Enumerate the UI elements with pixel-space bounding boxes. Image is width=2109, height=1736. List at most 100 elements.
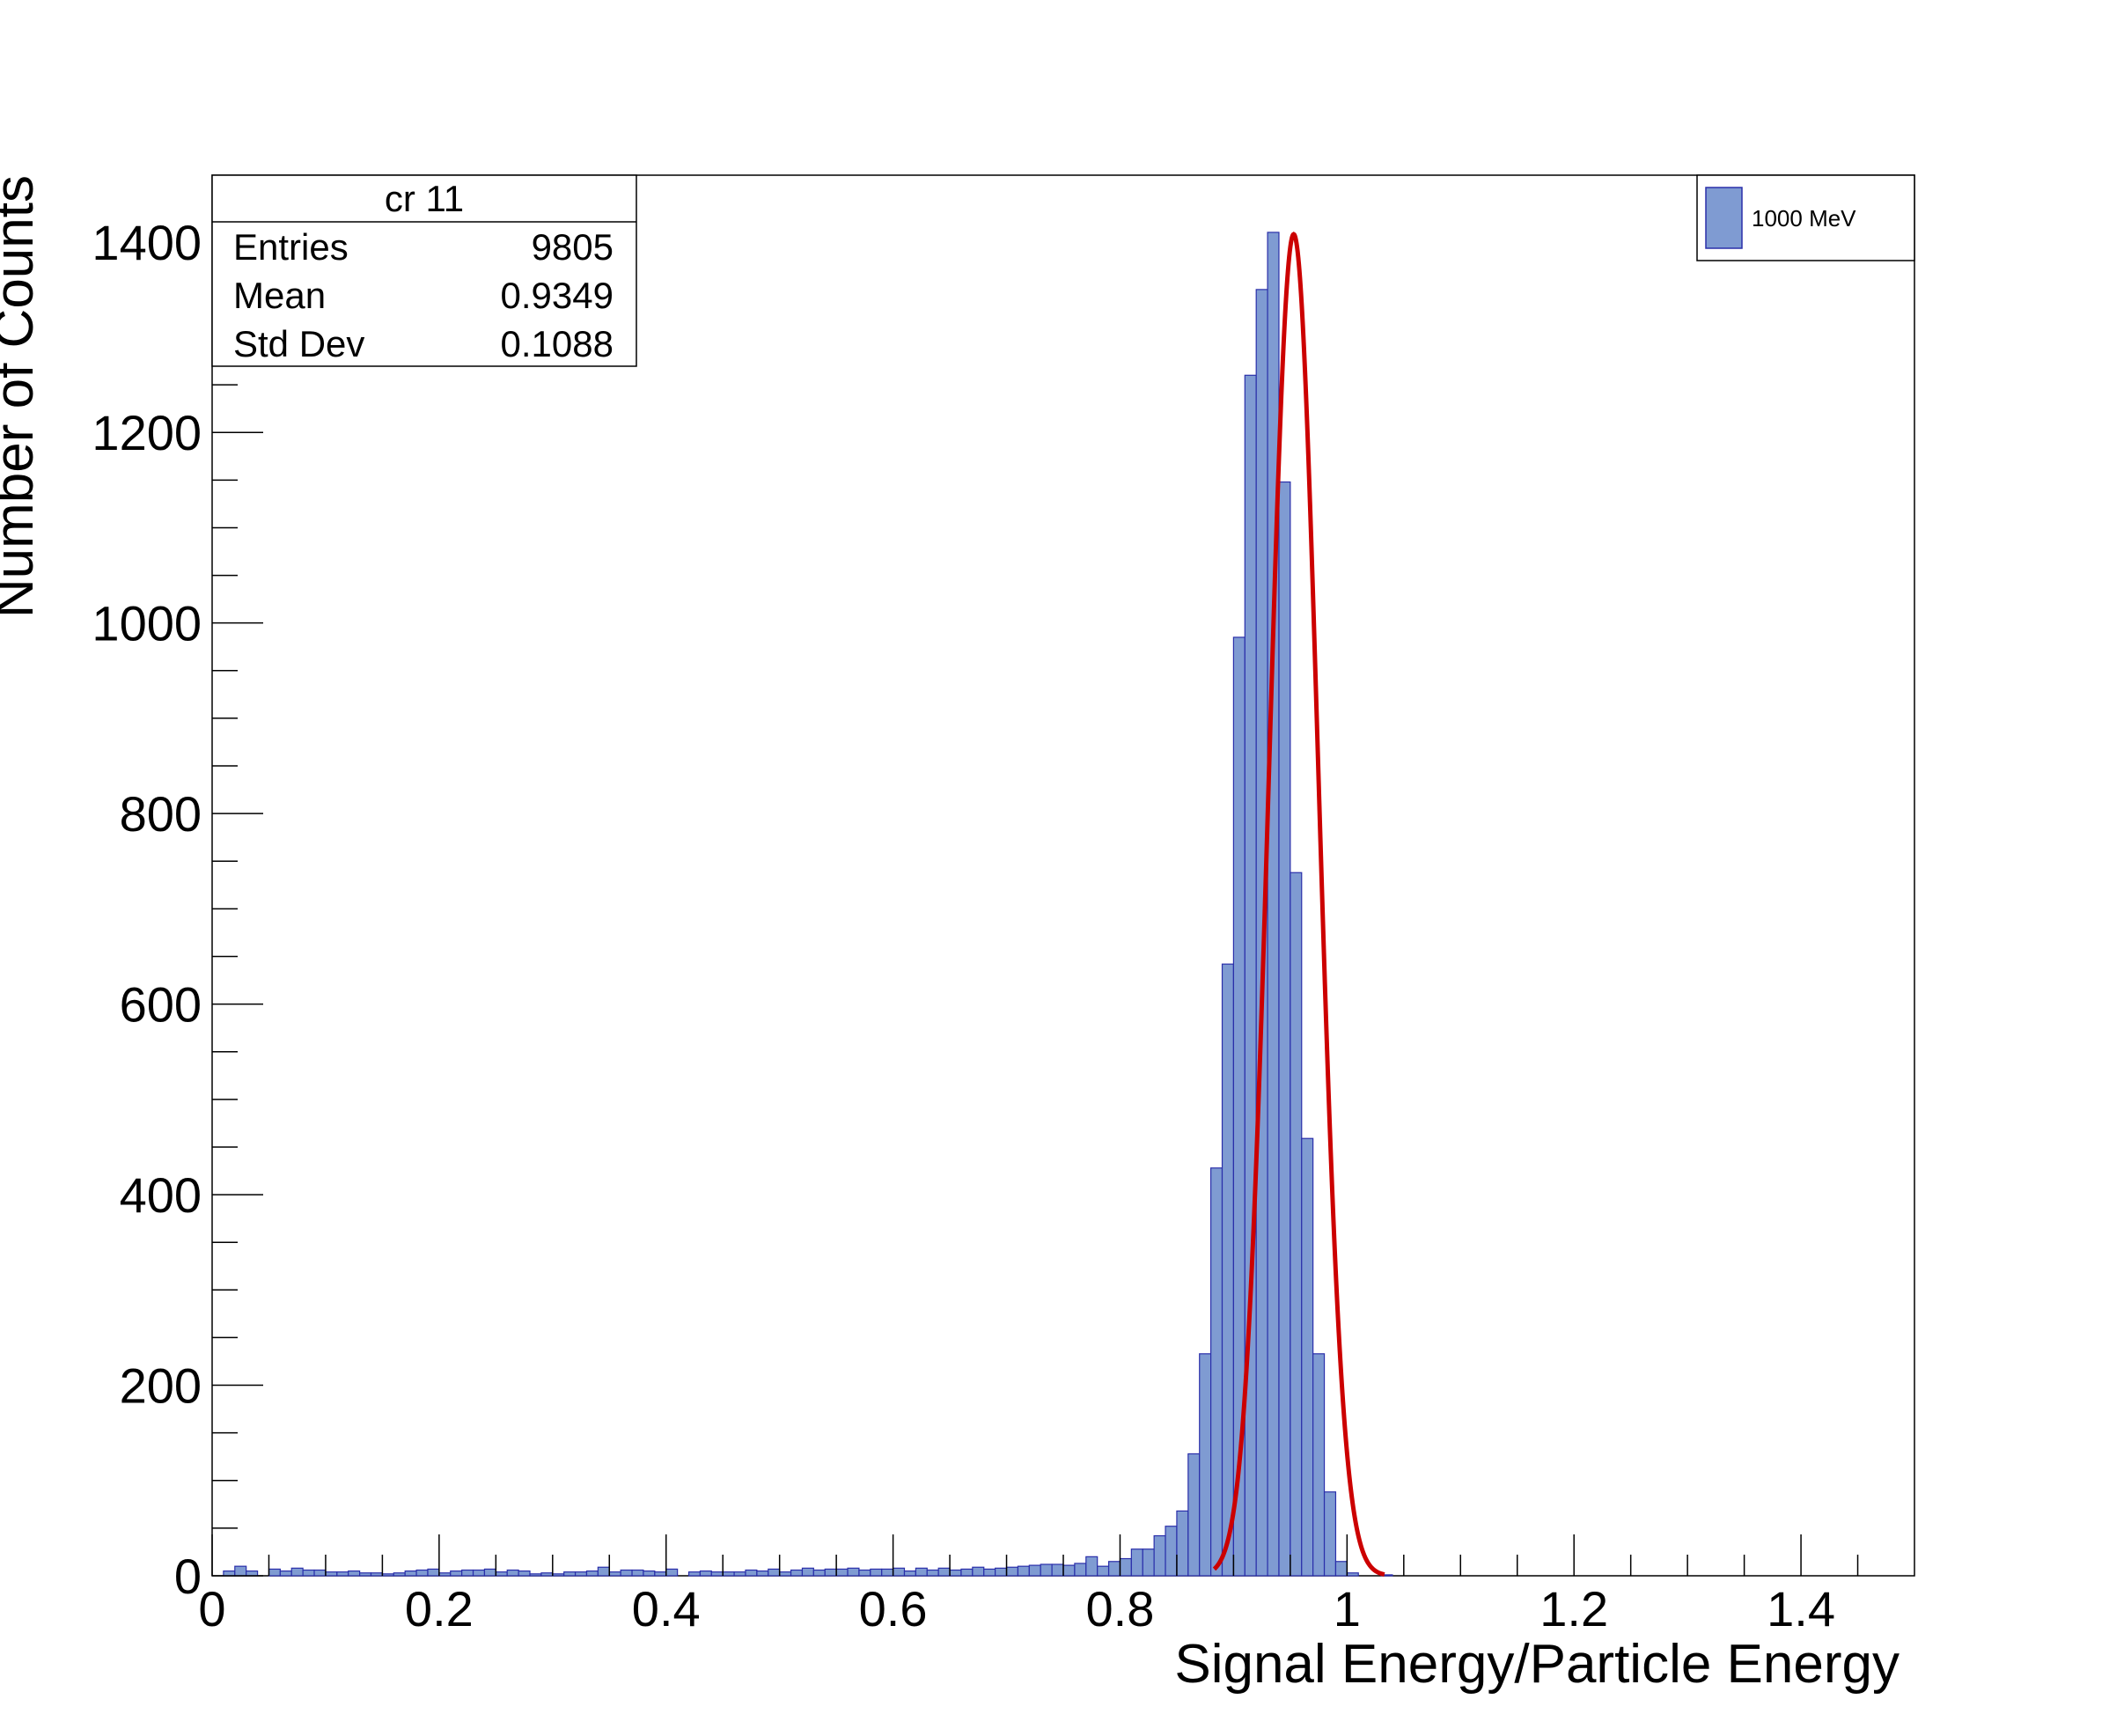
histogram-bar <box>302 1569 315 1577</box>
stats-entries-label: Entries <box>233 226 349 268</box>
histogram-bar <box>960 1568 974 1577</box>
histogram-bar <box>1051 1563 1064 1577</box>
legend-label: 1000 MeV <box>1752 205 1856 232</box>
stats-box-frame <box>211 174 637 367</box>
stats-mean-label: Mean <box>233 275 326 316</box>
x-tick-labels: 0 0.2 0.4 0.6 0.8 1 1.2 1.4 <box>198 1581 1835 1637</box>
stats-entries-value: 9805 <box>532 226 614 268</box>
axes <box>211 193 1859 1577</box>
histogram-bar <box>1199 1353 1212 1577</box>
y-tick-label: 600 <box>120 977 202 1033</box>
histogram-bar <box>393 1572 406 1577</box>
x-axis-label: Signal Energy/Particle Energy <box>1174 1634 1900 1695</box>
histogram-bar <box>1119 1557 1132 1577</box>
y-tick-labels: 0 200 400 600 800 1000 1200 1400 <box>92 215 202 1604</box>
histogram-bar <box>1107 1561 1121 1577</box>
histogram-bar <box>336 1571 349 1577</box>
stats-box-title: cr 11 <box>385 178 464 219</box>
histogram-bar <box>1005 1566 1019 1577</box>
histogram-bar <box>812 1569 826 1577</box>
x-tick-label: 0.6 <box>859 1581 928 1637</box>
histogram-bar <box>631 1569 644 1577</box>
histogram-bar <box>234 1565 247 1577</box>
histogram-bar <box>1085 1556 1099 1577</box>
x-tick-label: 0 <box>198 1581 225 1637</box>
histogram-bar <box>881 1568 894 1577</box>
histogram-bar <box>529 1573 542 1577</box>
histogram-bar <box>223 1570 236 1577</box>
histogram-bar <box>949 1569 962 1577</box>
histogram-bar <box>790 1569 804 1577</box>
histogram-bar <box>687 1571 702 1577</box>
histogram-bar <box>483 1568 496 1577</box>
histogram-bar <box>1028 1564 1041 1577</box>
histogram-bar <box>995 1567 1008 1577</box>
histogram-bar <box>1267 232 1280 1577</box>
y-tick-label: 200 <box>120 1358 202 1414</box>
legend-swatch <box>1705 187 1743 249</box>
histogram-bar <box>404 1570 417 1577</box>
histogram-bar <box>1097 1565 1110 1577</box>
histogram-bar <box>472 1569 486 1577</box>
histogram-bar <box>597 1566 610 1577</box>
histogram-bar <box>699 1570 712 1577</box>
y-tick-label: 800 <box>120 786 202 842</box>
histogram-bar <box>654 1571 667 1577</box>
histogram-bar <box>359 1572 372 1577</box>
y-tick-label: 1000 <box>92 596 202 651</box>
histogram-bar <box>756 1570 769 1577</box>
stats-stddev-label: Std Dev <box>233 323 364 364</box>
histogram-bar <box>574 1571 588 1577</box>
histogram-bar <box>279 1570 292 1577</box>
histogram-bar <box>348 1570 361 1577</box>
histogram-bar <box>506 1569 519 1577</box>
histogram-bar <box>427 1568 440 1577</box>
histogram-bar <box>665 1568 679 1577</box>
histogram-bar <box>1278 481 1291 1577</box>
stats-stddev-value: 0.1088 <box>501 323 614 364</box>
histogram-bar <box>370 1572 384 1577</box>
histogram-bar <box>518 1570 531 1577</box>
x-tick-label: 0.4 <box>632 1581 701 1637</box>
x-tick-label: 1 <box>1334 1581 1361 1637</box>
histogram-bar <box>585 1570 599 1577</box>
histogram-bar <box>438 1572 452 1577</box>
histogram-bar <box>1062 1564 1076 1577</box>
histogram-bar <box>1334 1561 1348 1577</box>
gaussian-fit-curve <box>1212 232 1385 1577</box>
histogram-bar <box>892 1567 906 1577</box>
histogram-bar <box>870 1568 883 1577</box>
histogram-bar <box>1165 1526 1178 1577</box>
histogram-bar <box>1040 1563 1053 1577</box>
y-tick-label: 400 <box>120 1167 202 1223</box>
histogram-bar <box>415 1569 429 1577</box>
plot-frame <box>211 174 1915 1577</box>
histogram-bar <box>983 1568 996 1577</box>
histogram-bar <box>1017 1565 1030 1577</box>
histogram-bar <box>1301 1137 1314 1577</box>
histogram-bar <box>1312 1353 1326 1577</box>
histogram-bar <box>246 1570 259 1577</box>
histogram-bar <box>268 1568 281 1577</box>
histogram-bar <box>540 1572 554 1577</box>
x-tick-label: 1.2 <box>1539 1581 1608 1637</box>
histogram-bar <box>926 1569 939 1577</box>
histogram-bar <box>1221 963 1235 1577</box>
histogram-bar <box>552 1573 565 1577</box>
y-axis-label: Number of Counts <box>0 175 45 618</box>
histogram-bar <box>1176 1510 1189 1577</box>
histogram-bar <box>495 1571 508 1577</box>
histogram-bar <box>620 1569 633 1577</box>
x-tick-label: 0.2 <box>405 1581 474 1637</box>
histogram-bar <box>290 1567 304 1577</box>
stats-box: cr 11 Entries 9805 Mean 0.9349 Std Dev 0… <box>211 174 637 367</box>
histogram-bar <box>722 1571 735 1577</box>
histogram-bar <box>745 1569 758 1577</box>
histogram-bar <box>1210 1167 1224 1577</box>
histogram-bar <box>1074 1563 1087 1577</box>
histogram-bar <box>858 1569 871 1577</box>
histogram-bar <box>1142 1548 1155 1577</box>
histogram-bar <box>847 1567 860 1577</box>
histogram-bar <box>937 1567 951 1577</box>
